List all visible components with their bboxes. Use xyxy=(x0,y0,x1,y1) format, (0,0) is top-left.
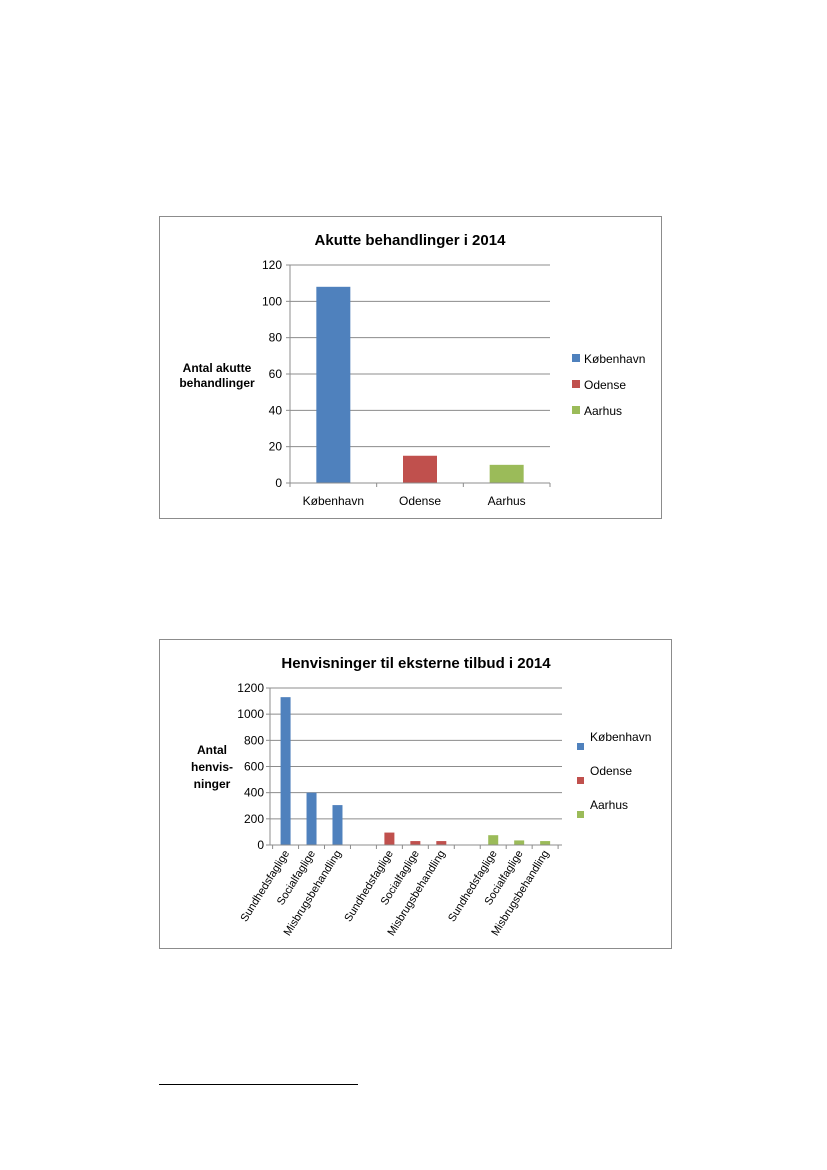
legend-swatch-2 xyxy=(572,406,580,414)
y-tick-label: 1200 xyxy=(237,681,264,695)
legend-label: København xyxy=(590,730,651,744)
legend-swatch-1 xyxy=(577,777,584,784)
legend-label: København xyxy=(584,352,645,366)
legend-label: Aarhus xyxy=(584,404,622,418)
y-tick-label: 80 xyxy=(269,331,283,345)
y-axis-label: henvis- xyxy=(191,760,233,774)
bar-2-1 xyxy=(514,840,525,845)
legend-swatch-0 xyxy=(577,743,584,750)
legend-swatch-0 xyxy=(572,354,580,362)
bar-0-1 xyxy=(306,792,317,845)
y-tick-label: 60 xyxy=(269,367,283,381)
legend-label: Aarhus xyxy=(590,798,628,812)
bar-1-2 xyxy=(436,841,447,845)
y-tick-label: 400 xyxy=(244,786,264,800)
y-axis-label: behandlinger xyxy=(179,376,255,390)
y-axis-label: Antal xyxy=(197,743,227,757)
chart-title: Henvisninger til eksterne tilbud i 2014 xyxy=(281,655,551,672)
chart-akutte-svg: Akutte behandlinger i 2014 0 20 40 60 80 100 12… xyxy=(179,232,645,508)
bar-0-0 xyxy=(280,697,291,845)
bar-1 xyxy=(403,455,437,483)
legend-swatch-2 xyxy=(577,811,584,818)
legend-label: Odense xyxy=(584,378,626,392)
bar-0 xyxy=(316,286,351,483)
y-tick-label: 200 xyxy=(244,812,264,826)
y-axis-label: Antal akutte xyxy=(183,361,252,375)
legend-swatch-1 xyxy=(572,380,580,388)
chart-title: Akutte behandlinger i 2014 xyxy=(315,232,507,249)
y-tick-label: 120 xyxy=(262,258,282,272)
y-tick-label: 0 xyxy=(257,838,264,852)
x-tick-label: København xyxy=(303,494,364,508)
footnote-rule xyxy=(159,1084,358,1085)
y-tick-label: 20 xyxy=(269,440,283,454)
y-tick-label: 800 xyxy=(244,733,264,747)
bar-1-1 xyxy=(410,841,421,845)
x-tick-label: Aarhus xyxy=(488,494,526,508)
bar-2 xyxy=(489,464,524,483)
y-tick-label: 40 xyxy=(269,403,283,417)
y-tick-label: 0 xyxy=(275,476,282,490)
chart-henvisninger: Henvisninger til eksterne tilbud i 2014 0… xyxy=(159,639,672,949)
bar-2-2 xyxy=(540,841,551,845)
y-axis-label: ninger xyxy=(194,777,231,791)
y-tick-label: 1000 xyxy=(237,707,264,721)
bar-1-0 xyxy=(384,832,395,845)
y-tick-label: 100 xyxy=(262,294,282,308)
legend-label: Odense xyxy=(590,764,632,778)
bar-2-0 xyxy=(488,835,499,845)
chart-henvisninger-svg: Henvisninger til eksterne tilbud i 2014 0… xyxy=(191,655,651,938)
x-tick-label: Odense xyxy=(399,494,441,508)
bar-0-2 xyxy=(332,805,343,845)
y-tick-label: 600 xyxy=(244,760,264,774)
chart-akutte-behandlinger: Akutte behandlinger i 2014 0 20 40 60 80 100 12… xyxy=(159,216,662,519)
